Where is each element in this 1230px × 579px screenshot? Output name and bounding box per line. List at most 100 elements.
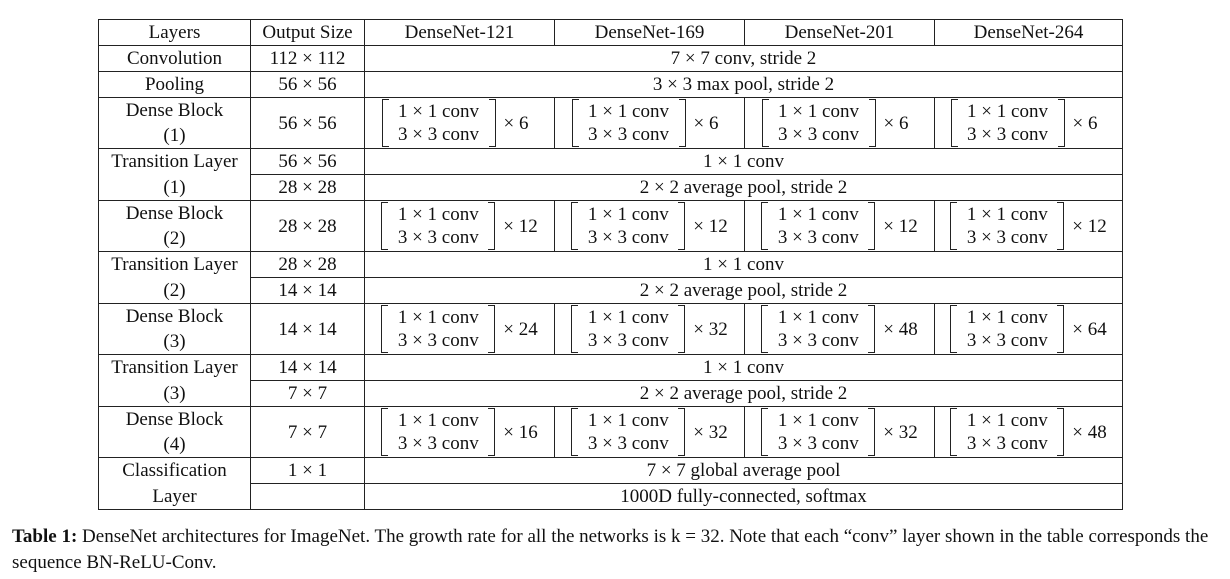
block-multiplier: × 12 xyxy=(693,215,728,237)
conv-line: 3 × 3 conv xyxy=(777,227,859,248)
matrix-bracket: 1 × 1 conv 3 × 3 conv xyxy=(571,202,686,250)
dense-block-spec: 1 × 1 conv 3 × 3 conv × 12 xyxy=(934,200,1123,252)
table-row: Pooling 56 × 56 3 × 3 max pool, stride 2 xyxy=(98,71,1123,98)
conv-line: 1 × 1 conv xyxy=(398,101,479,122)
conv-line: 3 × 3 conv xyxy=(967,124,1048,145)
dense-block-spec: 1 × 1 conv 3 × 3 conv × 32 xyxy=(554,303,745,355)
dense-block-spec: 1 × 1 conv 3 × 3 conv × 32 xyxy=(554,406,745,458)
layer-name-line: (3) xyxy=(163,331,186,352)
bracket-group: 1 × 1 conv 3 × 3 conv × 48 xyxy=(745,304,934,354)
header-densenet-201: DenseNet-201 xyxy=(744,19,935,46)
dense-block-spec: 1 × 1 conv 3 × 3 conv × 48 xyxy=(934,406,1123,458)
bracket-group: 1 × 1 conv 3 × 3 conv × 6 xyxy=(555,98,744,148)
dense-block-spec: 1 × 1 conv 3 × 3 conv × 32 xyxy=(744,406,935,458)
dense-block-spec: 1 × 1 conv 3 × 3 conv × 6 xyxy=(364,97,555,149)
conv-line: 3 × 3 conv xyxy=(778,124,859,145)
table-row: Layer 1000D fully-connected, softmax xyxy=(98,483,1123,510)
bracket-group: 1 × 1 conv 3 × 3 conv × 6 xyxy=(935,98,1122,148)
block-multiplier: × 6 xyxy=(883,112,909,134)
layer-spec: 7 × 7 conv, stride 2 xyxy=(364,45,1123,72)
caption-text: DenseNet architectures for ImageNet. The… xyxy=(12,526,1209,573)
conv-line: 3 × 3 conv xyxy=(966,433,1048,454)
architecture-table: Layers Output Size DenseNet-121 DenseNet… xyxy=(98,19,1123,510)
conv-line: 1 × 1 conv xyxy=(966,410,1048,431)
block-multiplier: × 32 xyxy=(693,421,728,443)
conv-line: 3 × 3 conv xyxy=(397,227,479,248)
layer-spec: 1 × 1 conv xyxy=(364,251,1123,278)
block-multiplier: × 48 xyxy=(883,318,918,340)
bracket-group: 1 × 1 conv 3 × 3 conv × 64 xyxy=(935,304,1122,354)
conv-line: 3 × 3 conv xyxy=(966,330,1048,351)
conv-line: 3 × 3 conv xyxy=(587,433,669,454)
layer-name-line: (1) xyxy=(163,125,186,146)
matrix-bracket: 1 × 1 conv 3 × 3 conv xyxy=(381,408,496,456)
table-row: Transition Layer 28 × 28 1 × 1 conv xyxy=(98,251,1123,278)
layer-name-line: Dense Block xyxy=(125,203,224,224)
layer-name: Dense Block (2) xyxy=(98,200,251,252)
conv-line: 3 × 3 conv xyxy=(588,124,669,145)
conv-line: 1 × 1 conv xyxy=(397,204,479,225)
output-size: 14 × 14 xyxy=(250,354,365,381)
conv-line: 1 × 1 conv xyxy=(778,101,859,122)
conv-line: 3 × 3 conv xyxy=(587,330,669,351)
layer-name-line: Dense Block xyxy=(125,306,224,327)
output-size: 7 × 7 xyxy=(250,380,365,407)
matrix-bracket: 1 × 1 conv 3 × 3 conv xyxy=(381,202,496,250)
layer-name-line: (2) xyxy=(163,228,186,249)
header-densenet-264: DenseNet-264 xyxy=(934,19,1123,46)
output-size: 14 × 14 xyxy=(250,303,365,355)
dense-block-spec: 1 × 1 conv 3 × 3 conv × 24 xyxy=(364,303,555,355)
bracket-group: 1 × 1 conv 3 × 3 conv × 12 xyxy=(365,201,554,251)
conv-line: 1 × 1 conv xyxy=(966,307,1048,328)
table-row: (1) 28 × 28 2 × 2 average pool, stride 2 xyxy=(98,174,1123,201)
bracket-group: 1 × 1 conv 3 × 3 conv × 16 xyxy=(365,407,554,457)
table-row: (2) 14 × 14 2 × 2 average pool, stride 2 xyxy=(98,277,1123,304)
layer-spec: 1 × 1 conv xyxy=(364,354,1123,381)
bracket-group: 1 × 1 conv 3 × 3 conv × 24 xyxy=(365,304,554,354)
layer-name: Classification xyxy=(98,457,251,484)
matrix-bracket: 1 × 1 conv 3 × 3 conv xyxy=(761,408,876,456)
layer-name: Transition Layer xyxy=(98,251,251,278)
matrix-bracket: 1 × 1 conv 3 × 3 conv xyxy=(381,99,496,147)
matrix-bracket: 1 × 1 conv 3 × 3 conv xyxy=(571,99,686,147)
layer-name-line: Dense Block xyxy=(125,100,224,121)
block-multiplier: × 12 xyxy=(883,215,918,237)
layer-spec: 2 × 2 average pool, stride 2 xyxy=(364,174,1123,201)
layer-spec: 2 × 2 average pool, stride 2 xyxy=(364,277,1123,304)
conv-line: 1 × 1 conv xyxy=(397,410,479,431)
block-multiplier: × 32 xyxy=(883,421,918,443)
layer-spec: 2 × 2 average pool, stride 2 xyxy=(364,380,1123,407)
conv-line: 1 × 1 conv xyxy=(587,204,669,225)
block-multiplier: × 64 xyxy=(1072,318,1107,340)
matrix-bracket: 1 × 1 conv 3 × 3 conv xyxy=(950,305,1065,353)
conv-line: 3 × 3 conv xyxy=(777,433,859,454)
layer-spec: 1000D fully-connected, softmax xyxy=(364,483,1123,510)
output-size: 56 × 56 xyxy=(250,148,365,175)
layer-name: Transition Layer xyxy=(98,148,251,175)
layer-name: Dense Block (1) xyxy=(98,97,251,149)
layer-name: Transition Layer xyxy=(98,354,251,381)
layer-name-line: (4) xyxy=(163,434,186,455)
bracket-group: 1 × 1 conv 3 × 3 conv × 48 xyxy=(935,407,1122,457)
matrix-bracket: 1 × 1 conv 3 × 3 conv xyxy=(571,408,686,456)
dense-block-spec: 1 × 1 conv 3 × 3 conv × 12 xyxy=(744,200,935,252)
block-multiplier: × 32 xyxy=(693,318,728,340)
layer-spec: 3 × 3 max pool, stride 2 xyxy=(364,71,1123,98)
table-row: Convolution 112 × 112 7 × 7 conv, stride 2 xyxy=(98,45,1123,72)
block-multiplier: × 6 xyxy=(693,112,719,134)
caption-label: Table 1: xyxy=(12,526,78,547)
dense-block-spec: 1 × 1 conv 3 × 3 conv × 16 xyxy=(364,406,555,458)
layer-spec: 1 × 1 conv xyxy=(364,148,1123,175)
matrix-bracket: 1 × 1 conv 3 × 3 conv xyxy=(761,99,876,147)
layer-name: Dense Block (3) xyxy=(98,303,251,355)
matrix-bracket: 1 × 1 conv 3 × 3 conv xyxy=(761,202,876,250)
output-size: 112 × 112 xyxy=(250,45,365,72)
matrix-bracket: 1 × 1 conv 3 × 3 conv xyxy=(571,305,686,353)
output-size: 56 × 56 xyxy=(250,71,365,98)
dense-block-spec: 1 × 1 conv 3 × 3 conv × 64 xyxy=(934,303,1123,355)
output-size: 7 × 7 xyxy=(250,406,365,458)
bracket-group: 1 × 1 conv 3 × 3 conv × 12 xyxy=(745,201,934,251)
bracket-group: 1 × 1 conv 3 × 3 conv × 32 xyxy=(745,407,934,457)
